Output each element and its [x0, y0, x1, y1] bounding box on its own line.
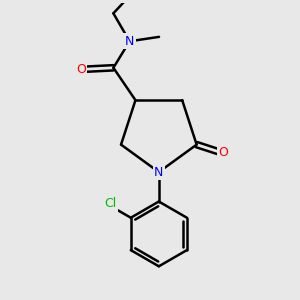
Text: O: O: [218, 146, 228, 159]
Text: N: N: [154, 166, 164, 178]
Text: Cl: Cl: [104, 197, 116, 210]
Text: O: O: [76, 63, 86, 76]
Text: N: N: [125, 35, 134, 48]
